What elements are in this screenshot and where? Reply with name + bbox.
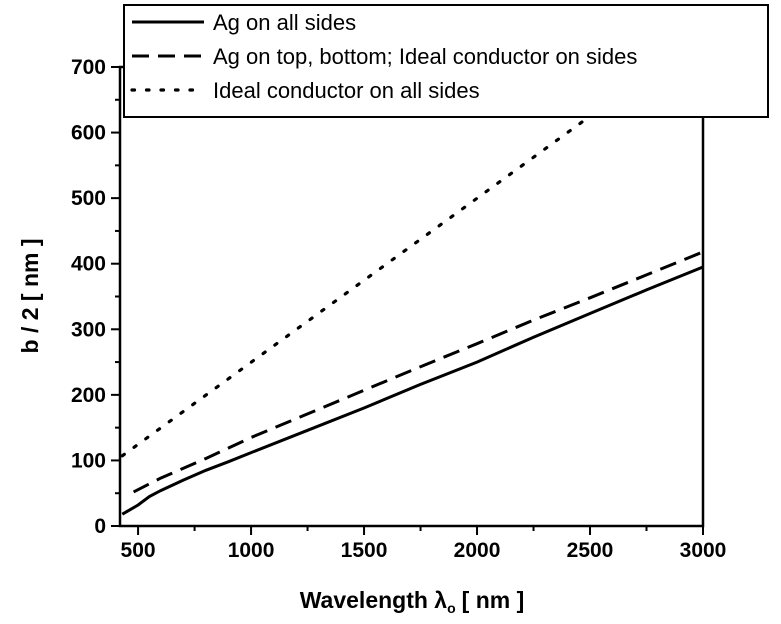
- x-tick-label: 1000: [228, 539, 275, 562]
- x-tick-label: 3000: [680, 539, 727, 562]
- legend-label-1: Ag on all sides: [213, 10, 356, 35]
- x-tick-label: 500: [121, 539, 156, 562]
- y-tick-label: 700: [71, 56, 106, 79]
- y-tick-label: 100: [71, 449, 106, 472]
- x-axis-label-subscript: o: [447, 600, 456, 616]
- y-tick-label: 600: [71, 122, 106, 145]
- series-line-2: [132, 250, 704, 494]
- legend: Ag on all sides Ag on top, bottom; Ideal …: [123, 4, 769, 118]
- legend-label-2: Ag on top, bottom; Ideal conductor on si…: [213, 44, 637, 69]
- y-tick-label: 500: [71, 187, 106, 210]
- legend-entries: Ag on all sides Ag on top, bottom; Ideal …: [130, 10, 637, 103]
- y-tick-label: 200: [71, 384, 106, 407]
- series-line-1: [121, 265, 704, 516]
- x-axis-label: Wavelength λo [ nm ]: [300, 587, 525, 616]
- y-tick-label: 400: [71, 253, 106, 276]
- series-line-3: [120, 101, 610, 458]
- x-tick-label: 1500: [341, 539, 388, 562]
- y-axis: 0 100 200 300 400 500 600 700: [71, 56, 120, 538]
- x-axis: 500 1000 1500 2000 2500 3000: [121, 526, 727, 562]
- y-tick-label: 0: [94, 515, 106, 538]
- y-tick-label: 300: [71, 318, 106, 341]
- legend-label-3: Ideal conductor on all sides: [213, 78, 480, 103]
- series-layer: [120, 101, 704, 516]
- x-axis-label-unit: [ nm ]: [462, 587, 525, 613]
- x-axis-label-main: Wavelength λ: [300, 587, 448, 613]
- legend-box: [123, 4, 769, 118]
- x-tick-label: 2500: [567, 539, 614, 562]
- y-axis-label: b / 2 [ nm ]: [17, 239, 43, 354]
- x-tick-label: 2000: [454, 539, 501, 562]
